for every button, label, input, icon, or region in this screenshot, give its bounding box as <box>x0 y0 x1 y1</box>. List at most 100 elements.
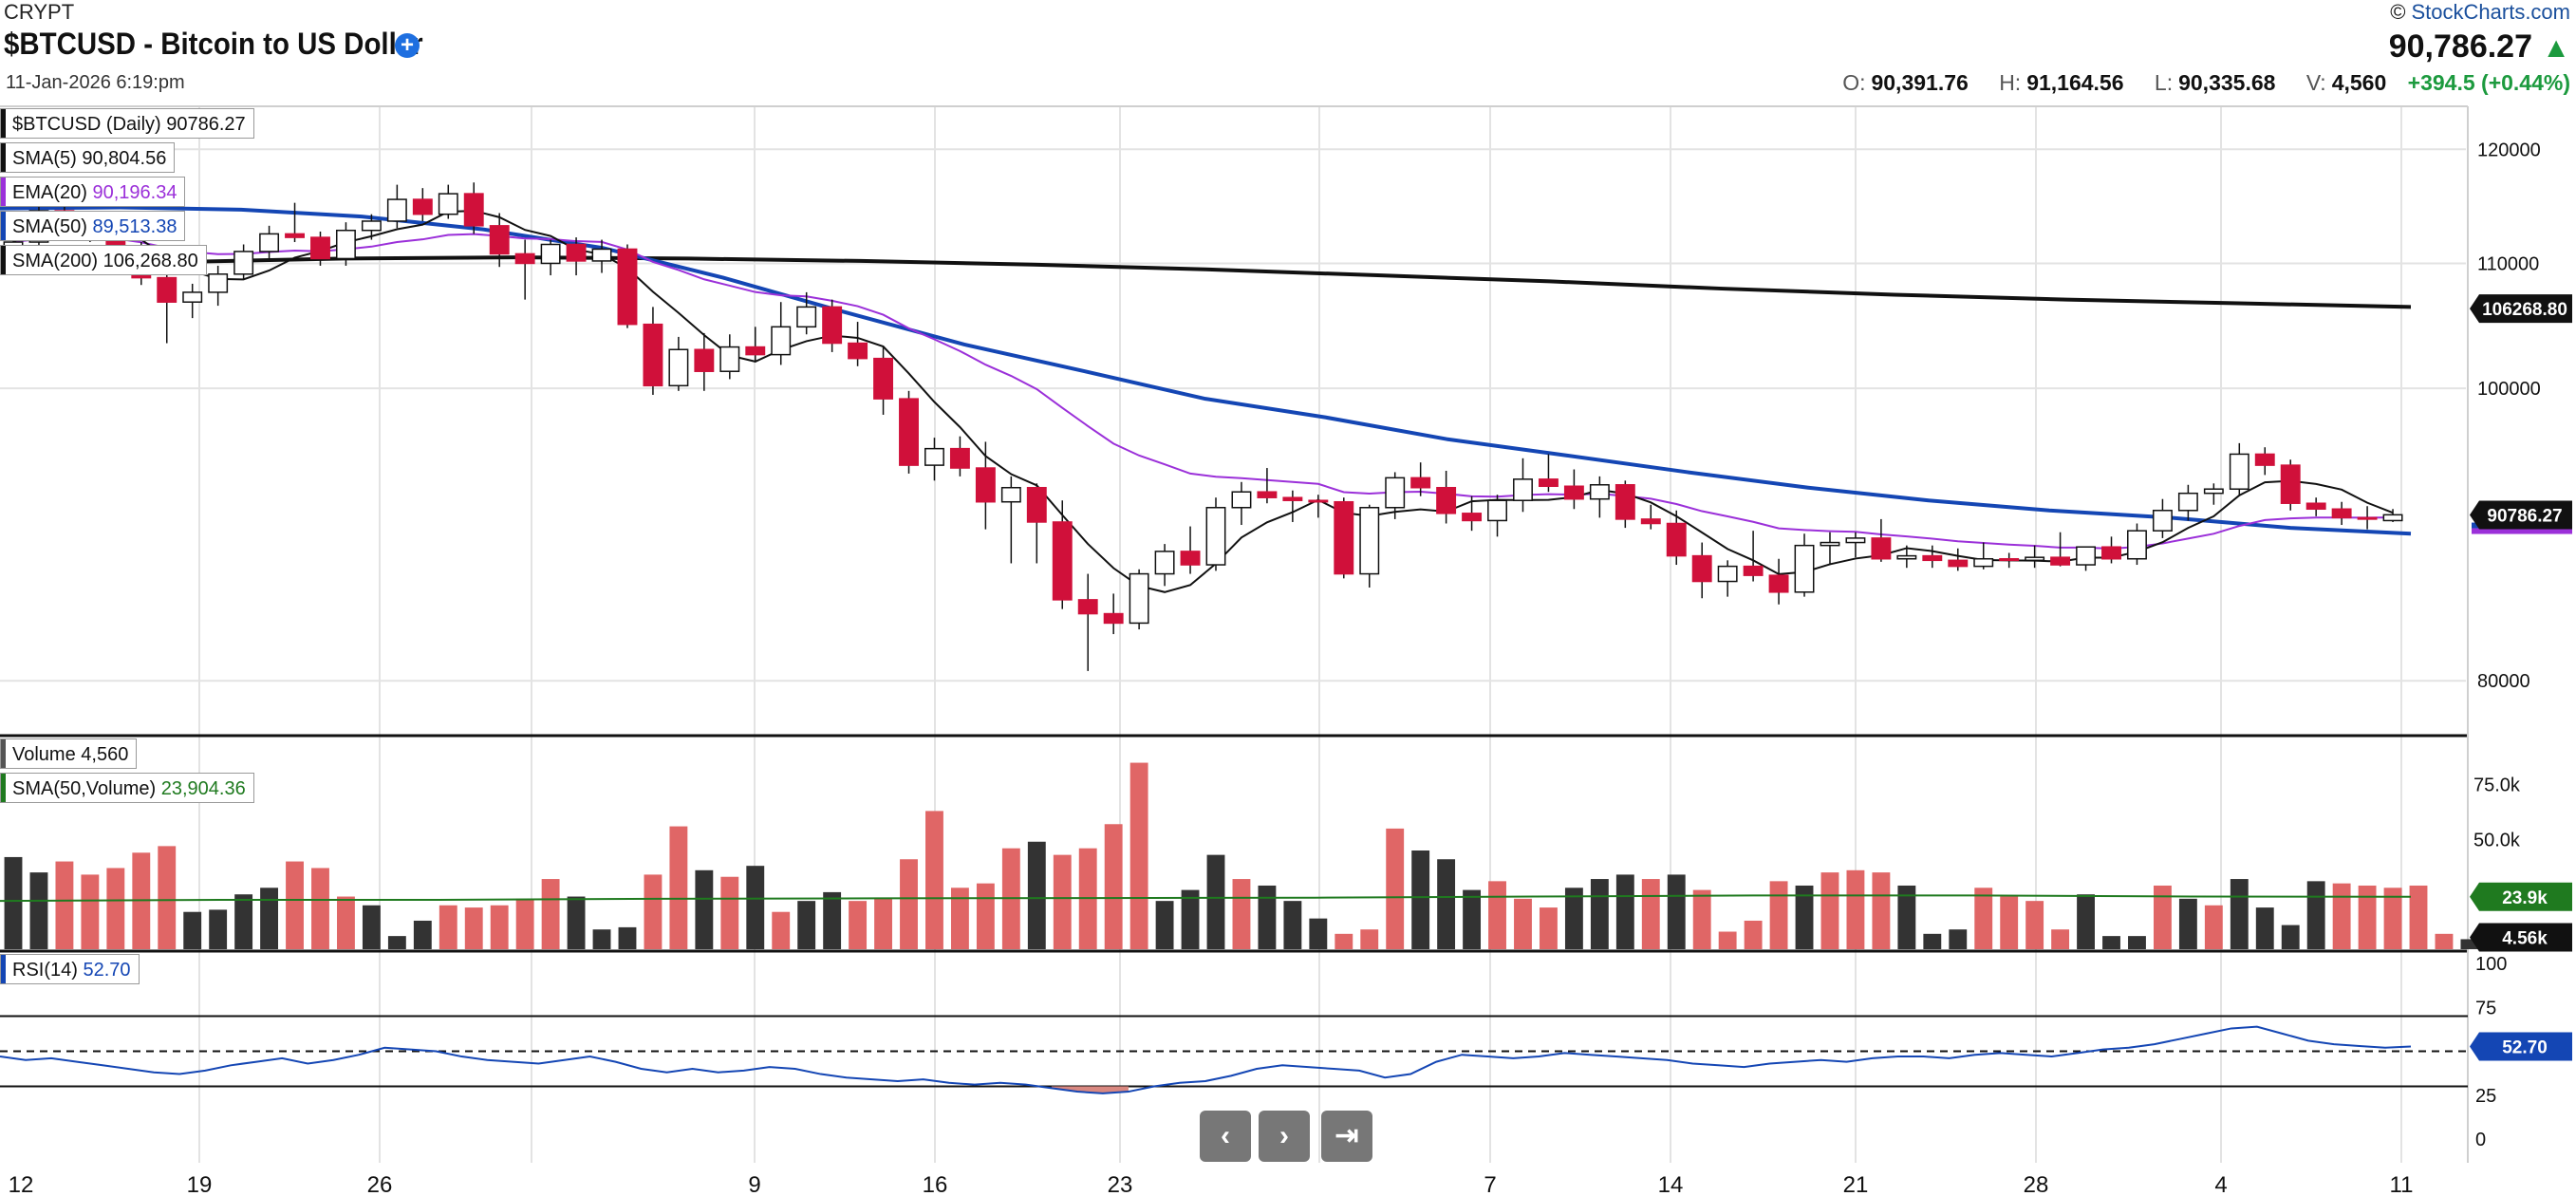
brand-logo[interactable]: © StockCharts.com <box>2390 0 2570 25</box>
jump-to-end-button[interactable]: ⇥ <box>1321 1111 1372 1162</box>
volume-bar <box>1104 824 1123 949</box>
volume-bar <box>1692 889 1711 949</box>
scroll-left-button[interactable]: ‹ <box>1200 1111 1251 1162</box>
volume-bar <box>1360 929 1379 949</box>
low-label: L: <box>2154 70 2174 95</box>
candle <box>2305 497 2326 516</box>
candle <box>1385 472 1406 519</box>
candle <box>2025 545 2045 569</box>
candle-body <box>1154 551 1175 575</box>
volume-bar <box>515 898 534 949</box>
candle-body <box>848 342 868 360</box>
candle <box>1026 483 1047 564</box>
axes: 1200001100001000008000075.0k50.0k1007550… <box>9 140 2572 1196</box>
volume-bar <box>2178 898 2197 949</box>
volume-bar <box>183 911 202 949</box>
candle <box>668 336 689 391</box>
volume-bar <box>286 861 304 949</box>
candle <box>617 244 638 328</box>
candle <box>1538 454 1559 493</box>
volume-bar <box>1027 841 1046 949</box>
candle-body <box>1205 507 1226 566</box>
volume-bar <box>1232 879 1251 949</box>
candle-body <box>463 193 484 227</box>
volume-bar <box>1488 881 1506 949</box>
volume-bar <box>2077 894 2095 949</box>
volume-bar <box>925 811 943 949</box>
candle-body <box>489 225 510 255</box>
candle-body <box>310 236 330 260</box>
volume-bar <box>1540 907 1558 949</box>
candle <box>540 239 561 276</box>
legend-volume-sma: SMA(50,Volume) 23,904.36 <box>0 773 254 803</box>
candle-body <box>771 326 792 356</box>
candle <box>1845 532 1866 558</box>
candle <box>1308 495 1329 518</box>
plus-icon[interactable]: + <box>395 33 420 58</box>
candle <box>1666 510 1687 566</box>
volume-tag: 4.56k <box>2470 923 2572 952</box>
candle-body <box>2025 556 2045 562</box>
volume-bar <box>311 868 329 949</box>
volume-bar <box>81 874 100 949</box>
candle-body <box>796 306 817 328</box>
volume-bar <box>1053 854 1072 949</box>
volume-bar <box>618 926 637 949</box>
volume-bar <box>1949 929 1968 949</box>
candle <box>1820 532 1840 566</box>
candle-body <box>1794 544 1815 593</box>
candle <box>2229 442 2249 496</box>
candle-body <box>412 198 433 215</box>
candle <box>1999 552 2020 569</box>
ema20-tag <box>2472 528 2572 534</box>
last-price: 90,786.27 <box>2388 28 2532 65</box>
volume-bar <box>2409 885 2428 949</box>
candle <box>873 346 894 415</box>
rsi-line <box>0 1025 2412 1094</box>
candle-body <box>975 467 996 503</box>
candle <box>1052 500 1073 609</box>
rsi-tick-label: 75 <box>2475 998 2496 1018</box>
high-value: 91,164.56 <box>2026 70 2124 95</box>
candle <box>643 307 663 395</box>
candle-body <box>1513 478 1533 501</box>
x-tick-label: 23 <box>1108 1172 1133 1196</box>
open-label: O: <box>1842 70 1866 95</box>
rsi-tag-shape <box>2470 1032 2572 1061</box>
chart-datetime: 11-Jan-2026 6:19:pm <box>6 72 185 93</box>
candle-body <box>719 346 740 372</box>
sma200-line <box>0 255 2412 309</box>
volume-bar <box>1309 918 1328 949</box>
candle-body <box>1640 518 1661 525</box>
volume-bar <box>2204 905 2223 949</box>
rsi-tick-label: 25 <box>2475 1086 2496 1107</box>
candle <box>259 225 280 259</box>
volume-bar <box>1206 854 1225 949</box>
candle <box>1077 573 1098 671</box>
legend-sma200: SMA(200) 106,268.80 <box>0 245 207 275</box>
chevron-left-icon: ‹ <box>1221 1120 1230 1151</box>
scroll-right-button[interactable]: › <box>1259 1111 1310 1162</box>
candle <box>694 332 715 391</box>
candle <box>1154 544 1175 587</box>
sma200-tag-shape <box>2470 294 2572 324</box>
candle <box>1487 495 1507 537</box>
volume-bar <box>849 901 868 949</box>
candle <box>745 327 766 363</box>
candle-body <box>335 229 356 260</box>
volume-bar <box>55 861 74 949</box>
x-tick-label: 11 <box>2390 1172 2414 1196</box>
volume-bar <box>1923 933 1942 949</box>
candle-body <box>2050 556 2071 566</box>
volume-bar <box>2460 939 2479 949</box>
x-tick-label: 19 <box>187 1172 213 1196</box>
candle <box>1768 558 1789 605</box>
volume-sma-tag-text: 23.9k <box>2502 888 2548 908</box>
volume-bar <box>1411 850 1430 949</box>
volume-bar <box>362 905 381 949</box>
volume-bar <box>4 856 23 949</box>
candle-body <box>1666 522 1687 557</box>
candle <box>1000 476 1021 564</box>
candle <box>514 239 535 300</box>
